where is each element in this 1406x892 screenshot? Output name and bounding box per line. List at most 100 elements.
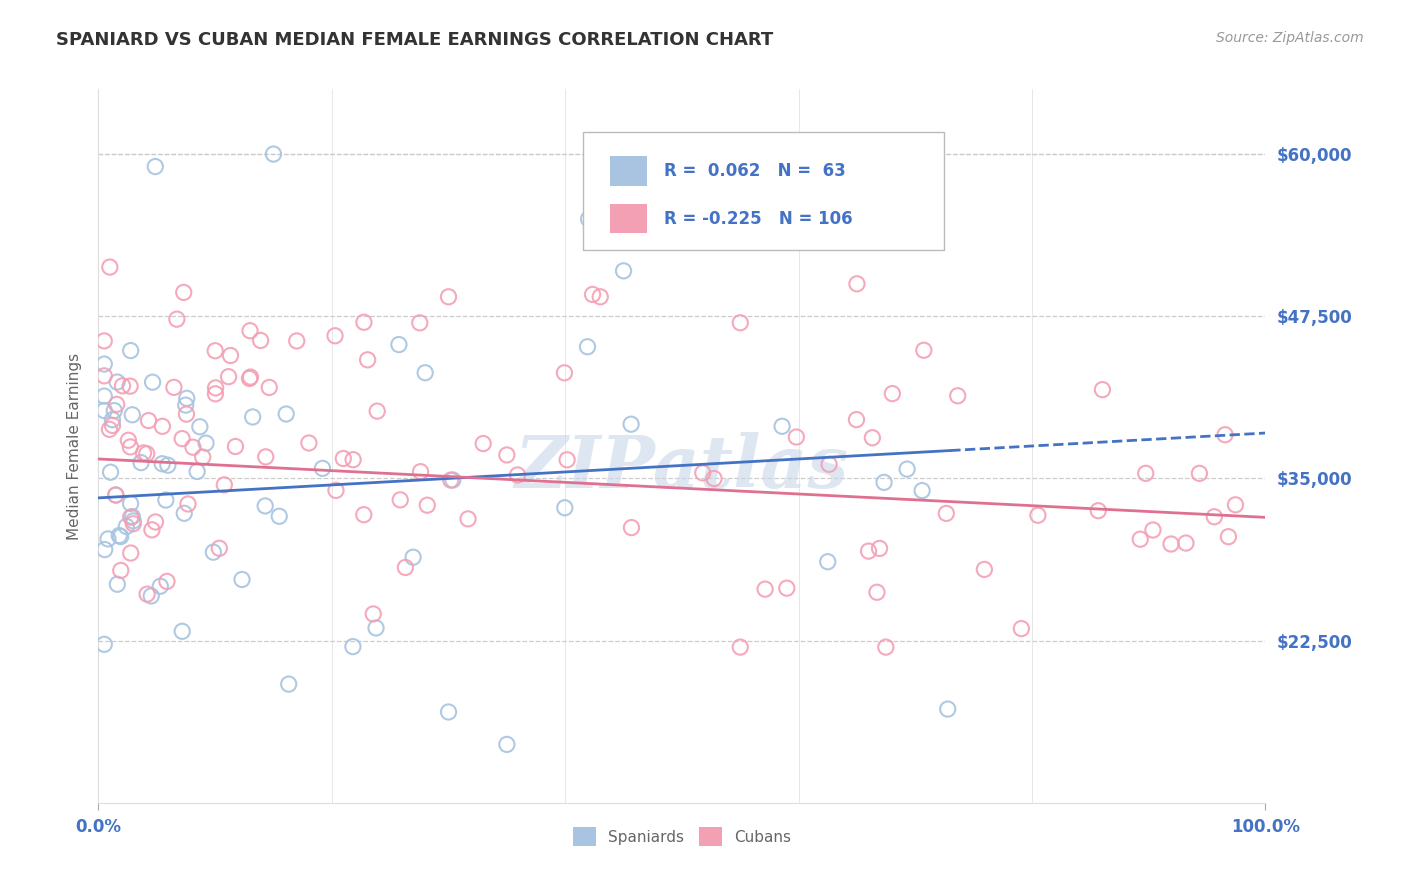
Bar [610, 203, 647, 234]
Point [325, 483, 347, 498]
Point [1225, 498, 1247, 512]
Point [122, 516, 145, 531]
Point [440, 473, 463, 487]
Point [323, 328, 346, 343]
Point [472, 436, 495, 450]
Point [437, 705, 460, 719]
Point [394, 560, 416, 574]
Point [818, 458, 841, 472]
Point [342, 640, 364, 654]
Point [93, 357, 115, 371]
Text: ZIPatlas: ZIPatlas [515, 432, 849, 503]
Point [104, 488, 127, 502]
Point [389, 492, 412, 507]
Point [150, 457, 173, 471]
Point [172, 624, 194, 639]
Point [873, 475, 896, 490]
Point [120, 510, 142, 524]
Point [409, 316, 432, 330]
Point [269, 509, 291, 524]
Legend: Spaniards, Cubans: Spaniards, Cubans [567, 822, 797, 852]
Point [136, 587, 159, 601]
Point [231, 573, 253, 587]
Bar [610, 156, 647, 186]
Point [1188, 467, 1211, 481]
Point [1218, 530, 1240, 544]
Point [204, 343, 226, 358]
Point [145, 515, 167, 529]
Point [703, 471, 725, 485]
Point [138, 414, 160, 428]
Point [254, 450, 277, 464]
Point [214, 478, 236, 492]
Point [103, 403, 125, 417]
Point [120, 496, 142, 510]
Point [858, 544, 880, 558]
Point [262, 147, 284, 161]
Point [219, 349, 242, 363]
Point [150, 419, 173, 434]
Point [416, 498, 439, 512]
Point [437, 290, 460, 304]
Point [361, 607, 384, 621]
Point [730, 316, 752, 330]
Point [120, 546, 142, 560]
Point [1213, 427, 1236, 442]
Point [911, 483, 934, 498]
Point [104, 488, 127, 502]
Point [364, 621, 387, 635]
Point [973, 562, 995, 576]
Point [93, 403, 115, 417]
Point [149, 579, 172, 593]
Point [866, 585, 889, 599]
Point [620, 417, 643, 432]
Point [121, 408, 143, 422]
Point [120, 379, 142, 393]
Point [218, 369, 240, 384]
Point [845, 412, 868, 426]
Point [204, 387, 226, 401]
Point [332, 451, 354, 466]
Point [98, 260, 121, 274]
Point [238, 371, 260, 385]
Point [946, 389, 969, 403]
Text: R =  0.062   N =  63: R = 0.062 N = 63 [665, 161, 846, 179]
Point [285, 334, 308, 348]
Point [1091, 383, 1114, 397]
Point [388, 337, 411, 351]
Point [156, 458, 179, 473]
Point [506, 467, 529, 482]
Point [239, 370, 262, 384]
Point [176, 392, 198, 406]
Point [353, 508, 375, 522]
Point [242, 409, 264, 424]
Point [202, 545, 225, 559]
Point [356, 352, 378, 367]
Point [141, 589, 163, 603]
Point [589, 290, 612, 304]
Point [176, 407, 198, 421]
Point [1026, 508, 1049, 523]
Point [224, 440, 246, 454]
Point [581, 287, 603, 301]
Point [155, 493, 177, 508]
Point [117, 434, 139, 448]
Text: Source: ZipAtlas.com: Source: ZipAtlas.com [1216, 31, 1364, 45]
Point [172, 432, 194, 446]
Point [1142, 523, 1164, 537]
Point [181, 440, 204, 454]
Point [101, 418, 124, 433]
Point [1174, 536, 1197, 550]
Point [121, 509, 143, 524]
Point [177, 497, 200, 511]
Point [882, 386, 904, 401]
Point [93, 389, 115, 403]
Point [1135, 467, 1157, 481]
Point [1160, 537, 1182, 551]
Point [457, 512, 479, 526]
Point [110, 564, 132, 578]
Point [754, 582, 776, 596]
Point [135, 447, 157, 461]
Point [163, 380, 186, 394]
Point [817, 555, 839, 569]
